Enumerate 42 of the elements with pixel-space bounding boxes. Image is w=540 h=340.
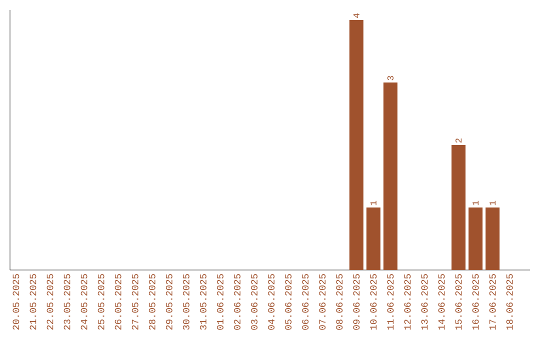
x-tick-label: 01.06.2025 <box>217 274 224 330</box>
x-tick-label: 06.06.2025 <box>302 274 309 330</box>
data-label: 3 <box>387 76 394 80</box>
bar <box>349 20 364 270</box>
bar <box>486 208 500 270</box>
x-tick-label: 02.06.2025 <box>234 274 240 330</box>
bar <box>366 208 380 270</box>
bar <box>452 144 466 270</box>
data-label: 1 <box>370 200 376 206</box>
x-tick-label: 20.05.2025 <box>12 274 20 330</box>
x-tick-label: 12.06.2025 <box>404 274 411 330</box>
x-tick-label: 07.06.2025 <box>319 274 326 330</box>
x-tick-label: 17.06.2025 <box>489 274 496 330</box>
x-tick-label: 27.05.2025 <box>132 274 138 330</box>
data-label: 2 <box>456 138 462 143</box>
x-tick-label: 30.05.2025 <box>182 274 190 330</box>
bar <box>468 208 483 270</box>
data-label: 4 <box>353 13 360 18</box>
data-label: 1 <box>490 200 496 206</box>
x-tick-label: 16.06.2025 <box>472 274 479 330</box>
x-tick-label: 26.05.2025 <box>114 274 122 330</box>
x-tick-label: 13.06.2025 <box>421 274 428 330</box>
x-tick-label: 18.06.2025 <box>506 274 513 330</box>
x-tick-label: 09.06.2025 <box>353 274 360 330</box>
x-tick-label: 15.06.2025 <box>455 274 462 330</box>
x-tick-label: 25.05.2025 <box>98 274 104 330</box>
x-tick-label: 21.05.2025 <box>30 274 36 330</box>
bar <box>383 82 398 270</box>
x-tick-label: 04.06.2025 <box>268 274 274 330</box>
x-tick-label: 08.06.2025 <box>336 274 343 330</box>
x-tick-label: 10.06.2025 <box>370 274 377 330</box>
x-tick-label: 05.06.2025 <box>285 274 292 330</box>
x-tick-label: 22.05.2025 <box>46 274 54 330</box>
data-label: 1 <box>472 200 478 206</box>
x-tick-label: 23.05.2025 <box>64 274 70 330</box>
x-tick-label: 28.05.2025 <box>148 274 156 330</box>
x-tick-label: 29.05.2025 <box>166 274 172 330</box>
x-tick-label: 24.05.2025 <box>80 274 88 330</box>
x-tick-label: 11.06.2025 <box>387 274 394 330</box>
x-tick-label: 14.06.2025 <box>438 274 445 330</box>
x-tick-label: 03.06.2025 <box>251 274 258 330</box>
x-tick-label: 31.05.2025 <box>200 274 206 330</box>
